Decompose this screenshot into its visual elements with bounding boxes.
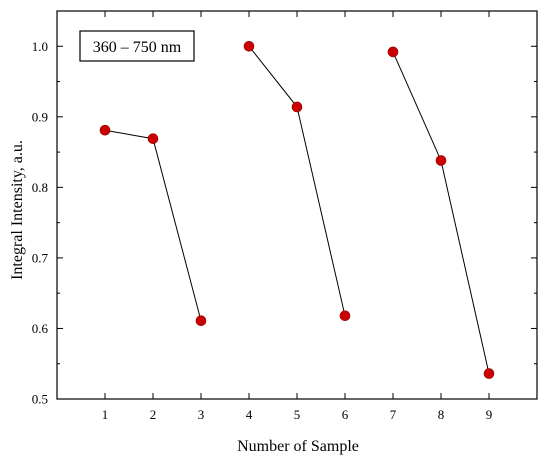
plot-area-border <box>56 10 538 400</box>
x-axis: 1 2 3 4 5 6 7 8 9 <box>102 11 493 422</box>
data-point <box>435 155 447 166</box>
x-tick-label: 8 <box>438 407 445 422</box>
series-line-segment-2 <box>248 45 346 316</box>
data-point <box>291 101 303 113</box>
series-line-segment-3 <box>392 51 490 374</box>
data-point <box>147 133 159 144</box>
data-point <box>99 124 111 136</box>
x-tick-label: 5 <box>294 407 301 422</box>
x-tick-label: 7 <box>390 407 397 422</box>
y-axis: 0.5 0.6 0.7 0.8 0.9 1.0 <box>32 39 537 407</box>
y-tick-label: 1.0 <box>32 39 48 54</box>
x-tick-label: 2 <box>150 407 157 422</box>
data-point <box>387 46 399 58</box>
x-tick-label: 3 <box>198 407 205 422</box>
x-tick-label: 4 <box>246 407 253 422</box>
x-tick-label: 9 <box>486 407 493 422</box>
series-points <box>99 40 495 379</box>
data-point <box>483 368 495 379</box>
y-axis-title: Integral Intensity, a.u. <box>9 140 26 280</box>
data-point <box>339 310 351 322</box>
y-tick-label: 0.6 <box>32 321 49 336</box>
data-point <box>243 40 255 52</box>
legend-frame <box>79 30 195 62</box>
y-tick-label: 0.8 <box>32 180 48 195</box>
annotation-text: 360 – 750 nm <box>93 39 182 56</box>
y-tick-label: 0.9 <box>32 109 48 124</box>
plot-frame <box>56 10 538 400</box>
y-tick-label: 0.7 <box>32 250 49 265</box>
series-lines <box>104 45 490 374</box>
series-line-segment-1 <box>104 129 202 321</box>
legend-box: 360 – 750 nm <box>79 30 195 62</box>
y-tick-label: 0.5 <box>32 392 48 407</box>
x-tick-label: 1 <box>102 407 109 422</box>
x-tick-label: 6 <box>342 407 349 422</box>
data-point <box>195 315 207 326</box>
x-axis-title: Number of Sample <box>237 438 359 455</box>
